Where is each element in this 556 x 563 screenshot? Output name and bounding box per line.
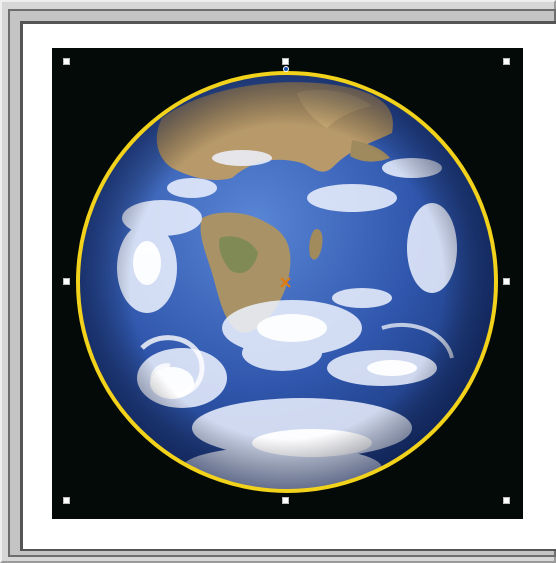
resize-handle-bottom-right[interactable] xyxy=(503,497,510,504)
earth-image-object[interactable] xyxy=(52,48,523,519)
resize-handle-top-right[interactable] xyxy=(503,58,510,65)
resize-handle-top-left[interactable] xyxy=(63,58,70,65)
resize-handle-middle-right[interactable] xyxy=(503,278,510,285)
selection-ring xyxy=(76,71,498,493)
resize-handle-bottom-left[interactable] xyxy=(63,497,70,504)
resize-handle-top-center[interactable] xyxy=(282,58,289,65)
resize-handle-bottom-center[interactable] xyxy=(282,497,289,504)
earth-globe-image xyxy=(52,48,523,519)
rotate-handle[interactable] xyxy=(283,66,289,72)
resize-handle-middle-left[interactable] xyxy=(63,278,70,285)
rotation-pivot-icon[interactable] xyxy=(280,277,291,288)
